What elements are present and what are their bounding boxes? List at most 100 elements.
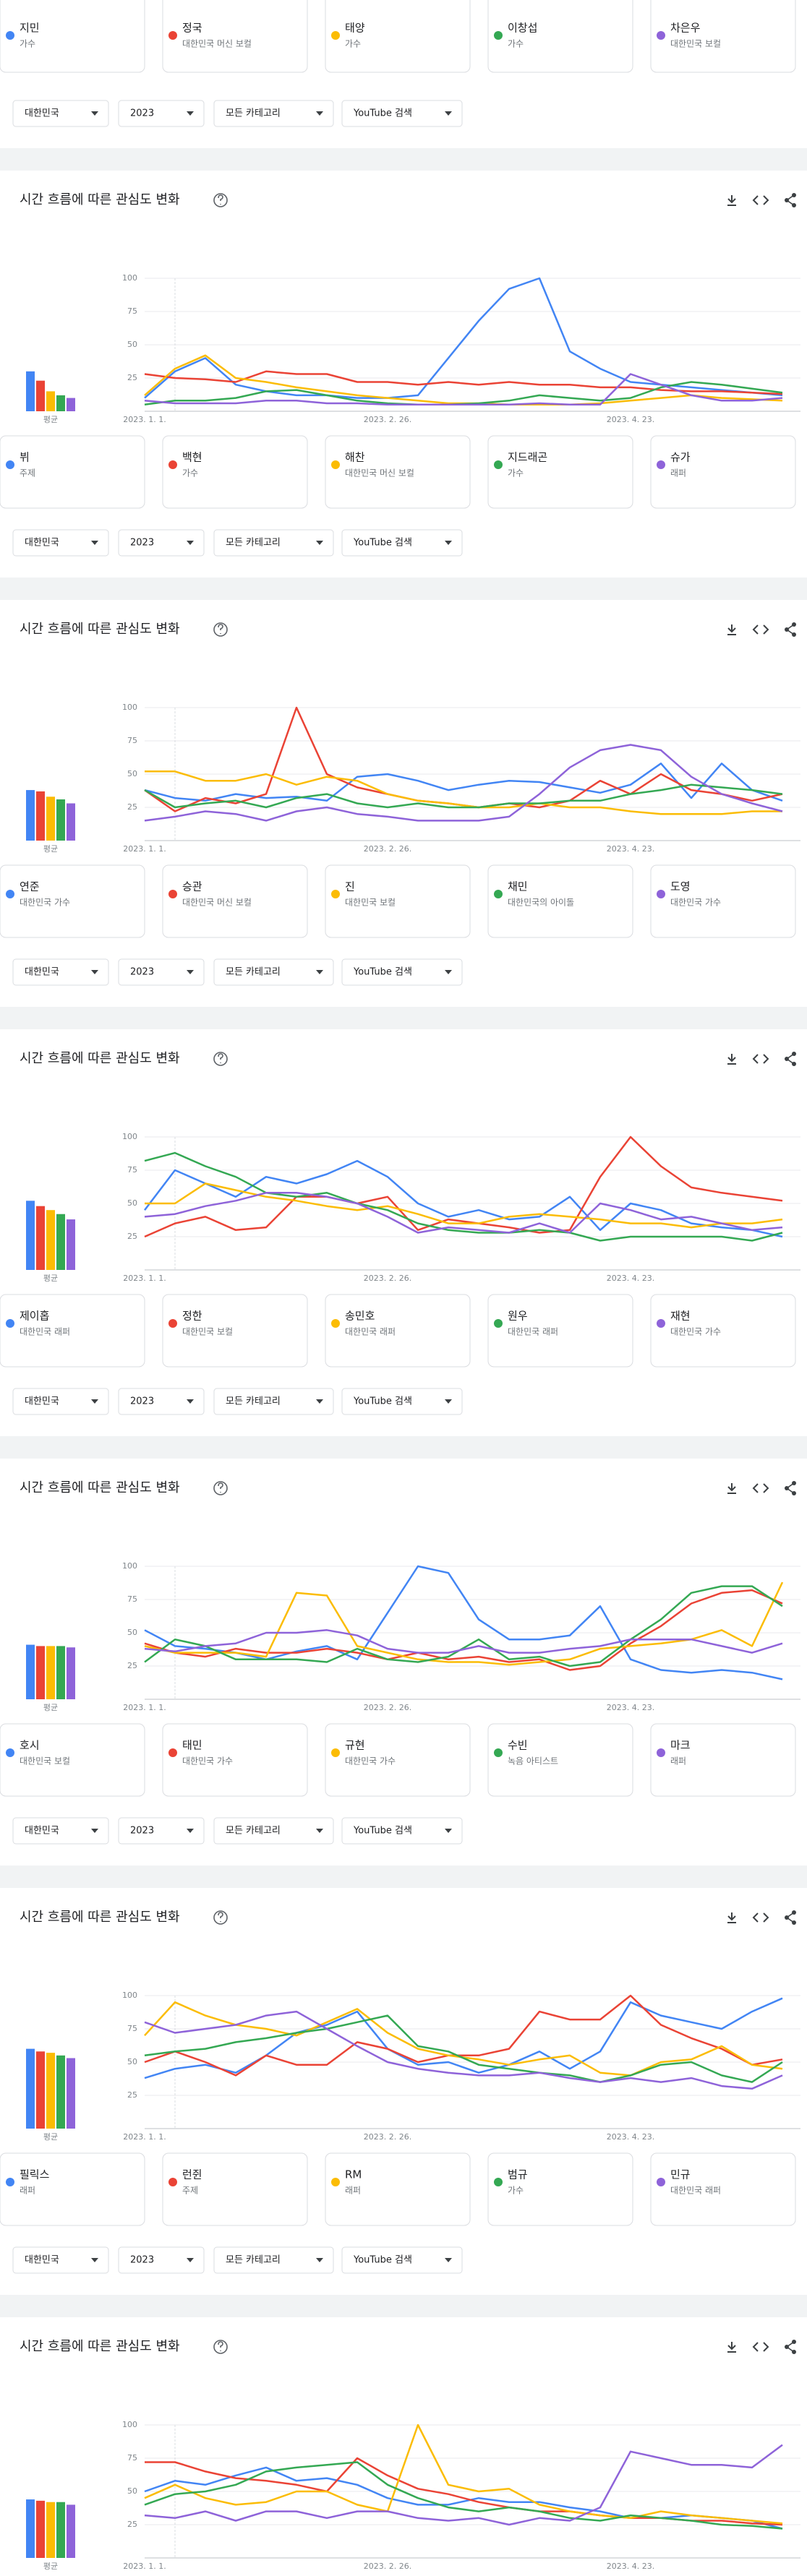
term-card[interactable] bbox=[650, 864, 796, 938]
embed-icon[interactable] bbox=[752, 1054, 769, 1064]
panel-title: 시간 흐름에 따른 관심도 변화 bbox=[20, 1910, 180, 1925]
download-icon[interactable] bbox=[727, 624, 736, 635]
download-icon[interactable] bbox=[727, 1054, 736, 1065]
term-card[interactable] bbox=[162, 864, 308, 938]
dropdown-arrow bbox=[91, 970, 98, 974]
filter-chip[interactable] bbox=[213, 529, 334, 557]
embed-icon[interactable] bbox=[752, 624, 769, 635]
term-subtitle: 가수 bbox=[508, 2186, 524, 2196]
term-card[interactable] bbox=[650, 2152, 796, 2226]
term-card[interactable] bbox=[487, 864, 633, 938]
term-subtitle: 가수 bbox=[182, 468, 198, 478]
help-icon[interactable] bbox=[213, 1481, 228, 1495]
filter-chip[interactable] bbox=[341, 1817, 463, 1845]
term-card[interactable] bbox=[0, 2152, 145, 2226]
term-card[interactable] bbox=[487, 2152, 633, 2226]
help-icon[interactable] bbox=[213, 622, 228, 637]
filter-chip[interactable] bbox=[12, 529, 109, 557]
average-bar bbox=[67, 2504, 75, 2558]
filter-chip[interactable] bbox=[341, 529, 463, 557]
filter-chip[interactable] bbox=[213, 2246, 334, 2274]
term-card[interactable] bbox=[162, 435, 308, 509]
term-card[interactable] bbox=[650, 0, 796, 73]
term-card[interactable] bbox=[325, 0, 471, 73]
y-tick-label: 75 bbox=[127, 2453, 137, 2463]
download-icon[interactable] bbox=[727, 1483, 736, 1494]
term-card[interactable] bbox=[0, 0, 145, 73]
filter-label: 2023 bbox=[130, 2255, 154, 2266]
filter-chip[interactable] bbox=[341, 2246, 463, 2274]
filter-label: YouTube 검색 bbox=[353, 1826, 412, 1837]
dropdown-arrow bbox=[445, 1399, 452, 1404]
dropdown-arrow bbox=[91, 2258, 98, 2262]
average-bar bbox=[46, 2053, 55, 2129]
filter-chip[interactable] bbox=[341, 1388, 463, 1415]
help-icon[interactable] bbox=[213, 2340, 228, 2354]
term-card[interactable] bbox=[650, 1723, 796, 1797]
term-card[interactable] bbox=[650, 1294, 796, 1368]
filter-chip[interactable] bbox=[341, 100, 463, 127]
term-card[interactable] bbox=[487, 1723, 633, 1797]
help-icon[interactable] bbox=[213, 193, 228, 207]
embed-icon[interactable] bbox=[752, 1912, 769, 1923]
term-card[interactable] bbox=[0, 864, 145, 938]
filter-label: 2023 bbox=[130, 1826, 154, 1837]
filter-chip[interactable] bbox=[118, 2246, 205, 2274]
share-icon-node bbox=[792, 1920, 796, 1925]
filter-chip[interactable] bbox=[12, 1817, 109, 1845]
download-icon[interactable] bbox=[727, 2342, 736, 2353]
term-card[interactable] bbox=[325, 864, 471, 938]
term-card[interactable] bbox=[325, 435, 471, 509]
term-color-dot bbox=[494, 890, 503, 898]
term-subtitle: 대한민국 래퍼 bbox=[508, 1327, 558, 1337]
filter-chip[interactable] bbox=[213, 958, 334, 986]
term-name: 필릭스 bbox=[20, 2168, 50, 2181]
filter-chip[interactable] bbox=[118, 958, 205, 986]
filter-chip[interactable] bbox=[213, 1388, 334, 1415]
term-card[interactable] bbox=[650, 435, 796, 509]
download-icon[interactable] bbox=[727, 195, 736, 206]
filter-chip[interactable] bbox=[341, 958, 463, 986]
filter-chip[interactable] bbox=[12, 1388, 109, 1415]
term-card[interactable] bbox=[162, 2152, 308, 2226]
term-card[interactable] bbox=[487, 1294, 633, 1368]
filter-chip[interactable] bbox=[118, 100, 205, 127]
filter-chip[interactable] bbox=[118, 1388, 205, 1415]
filter-chip[interactable] bbox=[12, 958, 109, 986]
embed-icon[interactable] bbox=[752, 2342, 769, 2352]
help-icon[interactable] bbox=[213, 1052, 228, 1066]
term-card[interactable] bbox=[0, 435, 145, 509]
term-card[interactable] bbox=[325, 1723, 471, 1797]
term-card[interactable] bbox=[0, 1723, 145, 1797]
term-card[interactable] bbox=[0, 1294, 145, 1368]
filter-label: 모든 카테고리 bbox=[226, 1826, 281, 1837]
term-color-dot bbox=[657, 460, 665, 469]
download-icon[interactable] bbox=[727, 1912, 736, 1923]
average-bar bbox=[56, 799, 65, 841]
term-card[interactable] bbox=[325, 1294, 471, 1368]
filter-chip[interactable] bbox=[118, 1817, 205, 1845]
filter-chip[interactable] bbox=[12, 2246, 109, 2274]
term-card[interactable] bbox=[162, 0, 308, 73]
filter-chip[interactable] bbox=[213, 100, 334, 127]
term-card[interactable] bbox=[487, 0, 633, 73]
filter-chip[interactable] bbox=[213, 1817, 334, 1845]
x-tick-label: 2023. 4. 23. bbox=[607, 844, 654, 854]
filter-chip[interactable] bbox=[12, 100, 109, 127]
term-card[interactable] bbox=[487, 435, 633, 509]
help-icon[interactable] bbox=[213, 1910, 228, 1925]
filter-label: 모든 카테고리 bbox=[226, 538, 281, 549]
term-card[interactable] bbox=[162, 1294, 308, 1368]
y-tick-label: 25 bbox=[127, 2520, 137, 2529]
embed-icon[interactable] bbox=[752, 195, 769, 205]
term-subtitle: 래퍼 bbox=[345, 2186, 361, 2196]
term-card[interactable] bbox=[325, 2152, 471, 2226]
embed-icon[interactable] bbox=[752, 1483, 769, 1493]
series-line bbox=[144, 1589, 783, 1671]
filter-chip[interactable] bbox=[118, 529, 205, 557]
dropdown-arrow bbox=[445, 970, 452, 974]
term-card[interactable] bbox=[162, 1723, 308, 1797]
term-subtitle: 대한민국 가수 bbox=[182, 1756, 233, 1766]
term-color-dot bbox=[6, 1319, 14, 1328]
